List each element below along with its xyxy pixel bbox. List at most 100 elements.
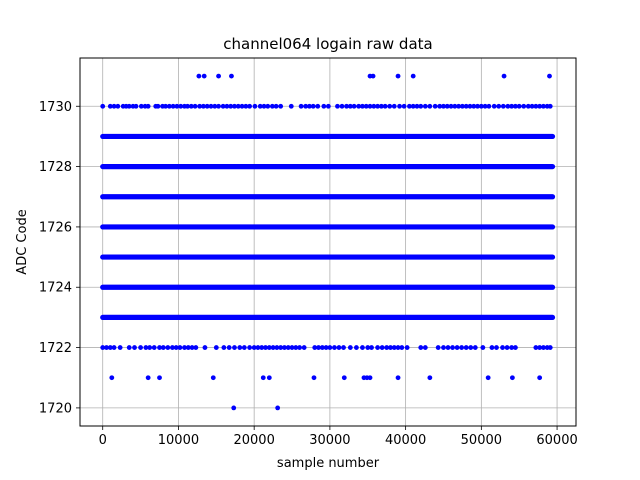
data-point: [192, 103, 198, 109]
data-point: [100, 345, 106, 350]
data-point: [117, 345, 123, 350]
data-point: [109, 375, 115, 381]
data-point: [319, 345, 325, 350]
data-point: [325, 103, 331, 109]
data-point: [450, 345, 455, 350]
grid-lines: [80, 58, 576, 426]
data-point: [232, 345, 237, 350]
data-point: [437, 103, 443, 109]
data-point: [252, 103, 258, 109]
data-point: [382, 103, 388, 109]
data-point: [316, 345, 321, 350]
data-point: [174, 103, 180, 109]
data-point: [460, 103, 465, 109]
data-point: [201, 103, 206, 109]
data-point: [356, 103, 362, 109]
data-point: [255, 345, 261, 350]
data-point: [489, 345, 495, 350]
data-point: [115, 103, 121, 109]
data-point: [432, 103, 438, 109]
data-point: [173, 345, 179, 350]
data-point: [509, 103, 515, 109]
x-tick-label: 30000: [309, 433, 350, 448]
data-point: [303, 103, 309, 109]
data-point: [247, 345, 253, 350]
data-point: [363, 103, 369, 109]
data-point: [126, 345, 132, 350]
data-point: [126, 103, 132, 109]
data-point: [471, 103, 477, 109]
y-tick-label: 1730: [39, 100, 72, 115]
data-point: [391, 103, 397, 109]
data-point: [384, 345, 390, 350]
data-points: [100, 73, 556, 411]
data-point: [310, 103, 316, 109]
data-point: [132, 345, 137, 350]
data-point: [133, 103, 139, 109]
data-point: [360, 345, 365, 350]
data-point: [463, 345, 469, 350]
data-point: [341, 375, 347, 381]
data-point: [229, 73, 234, 79]
y-tick-label: 1724: [39, 281, 72, 296]
data-point: [494, 345, 499, 350]
data-point: [208, 103, 214, 109]
data-point: [210, 375, 216, 381]
data-point: [485, 375, 491, 381]
data-point: [454, 345, 460, 350]
data-point: [273, 103, 279, 109]
data-point: [228, 103, 234, 109]
data-point: [513, 103, 518, 109]
x-tick-label: 60000: [536, 433, 577, 448]
data-point: [500, 103, 506, 109]
data-point: [395, 345, 401, 350]
data-point: [188, 103, 194, 109]
data-point: [533, 345, 539, 350]
data-point: [138, 345, 143, 350]
data-point: [407, 103, 412, 109]
data-point: [371, 103, 377, 109]
data-point: [422, 103, 428, 109]
data-point: [169, 345, 175, 350]
data-point: [341, 345, 346, 350]
data-point: [367, 103, 373, 109]
y-tick-label: 1722: [39, 341, 72, 356]
data-point: [235, 103, 241, 109]
data-point: [241, 345, 247, 350]
data-point: [221, 345, 227, 350]
data-point: [482, 103, 488, 109]
data-point: [151, 345, 157, 350]
y-tick-label: 1726: [39, 220, 72, 235]
data-point: [193, 345, 199, 350]
data-point: [418, 103, 424, 109]
data-point: [339, 103, 345, 109]
data-point: [251, 345, 257, 350]
data-point: [410, 103, 416, 109]
data-point: [410, 73, 416, 79]
data-point: [177, 345, 183, 350]
data-point: [247, 103, 253, 109]
data-point: [332, 345, 337, 350]
data-point: [301, 345, 307, 350]
data-point: [147, 345, 153, 350]
data-point: [282, 345, 287, 350]
data-point: [185, 103, 190, 109]
data-point: [365, 345, 371, 350]
data-point: [197, 103, 203, 109]
y-axis-ticks: 1720 1722 1724 1726 1728 1730: [39, 100, 80, 416]
data-point: [270, 345, 276, 350]
data-point: [166, 103, 172, 109]
data-point: [486, 103, 492, 109]
data-point: [185, 345, 191, 350]
data-point: [178, 103, 184, 109]
data-point: [375, 103, 380, 109]
data-point: [369, 345, 374, 350]
data-point: [336, 345, 342, 350]
data-point: [232, 103, 237, 109]
data-point: [533, 103, 539, 109]
data-point: [239, 103, 245, 109]
data-point: [501, 73, 507, 79]
data-point: [496, 103, 502, 109]
data-point: [379, 345, 385, 350]
